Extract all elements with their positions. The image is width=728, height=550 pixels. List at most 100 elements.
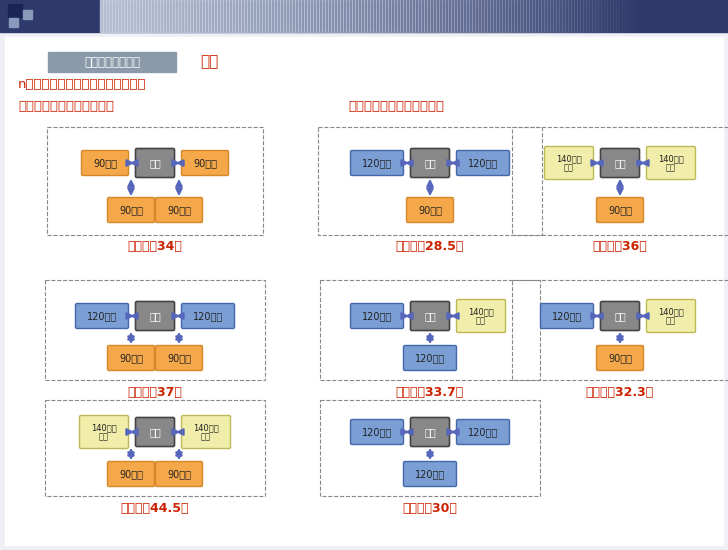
Text: 90两房: 90两房 — [119, 353, 143, 363]
Text: 平均面宽28.5米: 平均面宽28.5米 — [396, 240, 464, 254]
Bar — [160, 0, 163, 32]
Bar — [520, 0, 523, 32]
Bar — [547, 0, 550, 32]
Text: 平均面宽36米: 平均面宽36米 — [593, 240, 647, 254]
Bar — [469, 0, 472, 32]
FancyBboxPatch shape — [156, 345, 202, 371]
Bar — [478, 0, 481, 32]
Bar — [388, 0, 391, 32]
Bar — [241, 0, 244, 32]
Bar — [256, 0, 259, 32]
FancyBboxPatch shape — [601, 148, 639, 178]
FancyBboxPatch shape — [135, 417, 175, 447]
Bar — [139, 0, 142, 32]
Bar — [421, 0, 424, 32]
Bar — [244, 0, 247, 32]
Text: 平均面宽34米: 平均面宽34米 — [127, 240, 183, 254]
Bar — [331, 0, 334, 32]
Text: 140平方: 140平方 — [658, 155, 684, 163]
FancyBboxPatch shape — [181, 415, 231, 448]
Text: 一梯四户排布组合（三种）: 一梯四户排布组合（三种） — [18, 101, 114, 113]
Text: 120三房: 120三房 — [362, 158, 392, 168]
Bar — [427, 0, 430, 32]
Text: 120三房: 120三房 — [193, 311, 223, 321]
Bar — [691, 0, 694, 32]
Bar — [133, 0, 136, 32]
Text: 结论: 结论 — [200, 54, 218, 69]
Bar — [697, 0, 700, 32]
Bar — [320, 280, 540, 380]
Bar — [346, 0, 349, 32]
Bar — [436, 0, 439, 32]
Bar — [253, 0, 256, 32]
Bar — [178, 0, 181, 32]
Bar — [265, 0, 268, 32]
Text: 楼梯: 楼梯 — [149, 158, 161, 168]
Bar — [397, 0, 400, 32]
Bar — [385, 0, 388, 32]
Text: 楼梯: 楼梯 — [424, 311, 436, 321]
Bar — [649, 0, 652, 32]
FancyBboxPatch shape — [403, 345, 456, 371]
Bar — [466, 0, 469, 32]
Text: 90两房: 90两房 — [608, 205, 632, 215]
Bar — [121, 0, 124, 32]
FancyBboxPatch shape — [411, 301, 449, 331]
Bar — [9, 18, 18, 27]
Bar — [163, 0, 166, 32]
Bar — [382, 0, 385, 32]
Text: 90两房: 90两房 — [167, 469, 191, 479]
Bar — [445, 0, 448, 32]
Bar — [487, 0, 490, 32]
FancyBboxPatch shape — [646, 146, 695, 179]
Bar — [262, 0, 265, 32]
Bar — [589, 0, 592, 32]
Bar — [454, 0, 457, 32]
Bar — [181, 0, 184, 32]
Bar — [45, 400, 265, 496]
Bar — [526, 0, 529, 32]
Bar — [151, 0, 154, 32]
Bar — [47, 127, 263, 235]
Bar — [214, 0, 217, 32]
Bar — [442, 0, 445, 32]
Bar — [355, 0, 358, 32]
Bar — [127, 0, 130, 32]
Bar — [400, 0, 403, 32]
Bar — [448, 0, 451, 32]
Bar — [451, 0, 454, 32]
FancyBboxPatch shape — [456, 420, 510, 444]
Bar — [394, 0, 397, 32]
FancyBboxPatch shape — [456, 151, 510, 175]
Text: 90两房: 90两房 — [418, 205, 442, 215]
Bar — [283, 0, 286, 32]
Bar — [457, 0, 460, 32]
Bar — [304, 0, 307, 32]
Text: 楼梯: 楼梯 — [614, 158, 626, 168]
Text: n得出可能的典型户型组合方式如下: n得出可能的典型户型组合方式如下 — [18, 79, 146, 91]
FancyBboxPatch shape — [406, 197, 454, 223]
Bar — [280, 0, 283, 32]
Bar — [136, 0, 139, 32]
Bar — [112, 0, 115, 32]
Bar — [481, 0, 484, 32]
Bar — [145, 0, 148, 32]
Text: 140平方: 140平方 — [658, 307, 684, 316]
Bar — [202, 0, 205, 32]
Text: 90两房: 90两房 — [93, 158, 117, 168]
Bar — [682, 0, 685, 32]
Bar — [196, 0, 199, 32]
Bar — [361, 0, 364, 32]
Bar — [619, 0, 622, 32]
Bar — [610, 0, 613, 32]
FancyBboxPatch shape — [350, 420, 403, 444]
Bar — [535, 0, 538, 32]
FancyBboxPatch shape — [411, 148, 449, 178]
Bar — [652, 0, 655, 32]
Bar — [685, 0, 688, 32]
Bar — [175, 0, 178, 32]
FancyBboxPatch shape — [350, 151, 403, 175]
Bar — [493, 0, 496, 32]
Text: 90两房: 90两房 — [608, 353, 632, 363]
Bar — [184, 0, 187, 32]
